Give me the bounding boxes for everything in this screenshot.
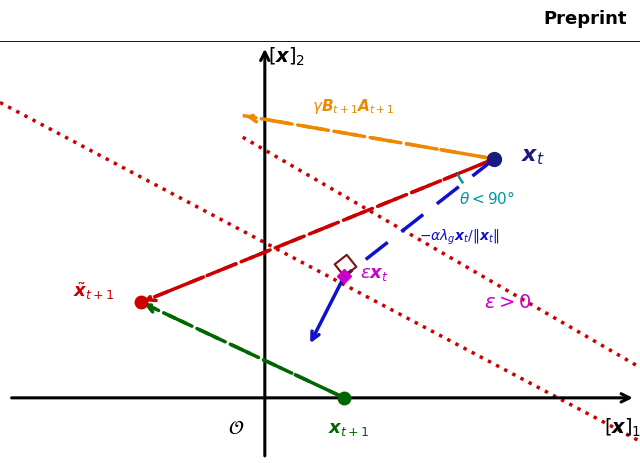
Text: $\epsilon \boldsymbol{x}_t$: $\epsilon \boldsymbol{x}_t$ [360, 265, 388, 283]
Text: $\epsilon > 0$: $\epsilon > 0$ [484, 293, 531, 312]
Text: Preprint: Preprint [544, 10, 627, 28]
Text: $[\boldsymbol{x}]_1$: $[\boldsymbol{x}]_1$ [604, 417, 640, 439]
Polygon shape [0, 42, 640, 441]
Text: $\boldsymbol{x}_{t+1}$: $\boldsymbol{x}_{t+1}$ [328, 420, 369, 438]
Text: $-\alpha\lambda_g\boldsymbol{x}_t/\|\boldsymbol{x}_t\|$: $-\alpha\lambda_g\boldsymbol{x}_t/\|\bol… [419, 227, 499, 247]
Text: $\boldsymbol{x}_t$: $\boldsymbol{x}_t$ [521, 147, 545, 167]
Text: $\tilde{\boldsymbol{x}}_{t+1}$: $\tilde{\boldsymbol{x}}_{t+1}$ [73, 281, 115, 302]
Text: $[\boldsymbol{x}]_2$: $[\boldsymbol{x}]_2$ [268, 46, 305, 68]
Text: $\theta < 90°$: $\theta < 90°$ [459, 189, 515, 206]
Text: $\gamma \boldsymbol{B}_{t+1}\boldsymbol{A}_{t+1}$: $\gamma \boldsymbol{B}_{t+1}\boldsymbol{… [312, 97, 394, 116]
Text: $\mathcal{O}$: $\mathcal{O}$ [228, 419, 244, 438]
